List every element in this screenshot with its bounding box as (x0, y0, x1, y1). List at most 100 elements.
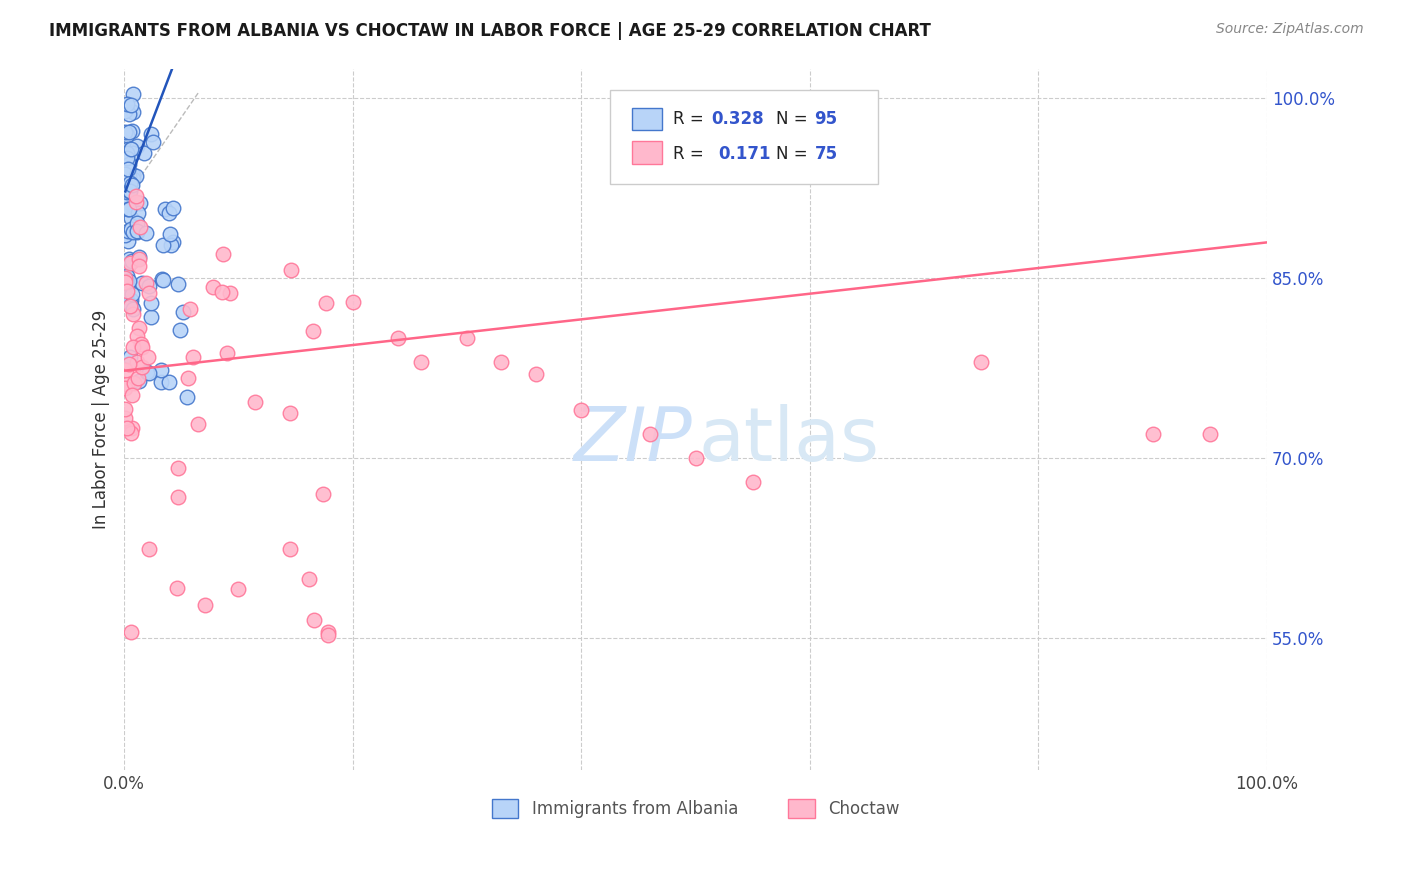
Text: 75: 75 (814, 145, 838, 163)
Point (115, 421, 138, 435)
Point (114, 401, 136, 416)
Point (122, 87, 145, 101)
Point (120, 142, 142, 156)
Point (142, 135, 165, 149)
Point (125, 189, 148, 203)
Point (122, 168, 145, 182)
Point (117, 202, 139, 217)
Point (638, 427, 661, 442)
Point (117, 260, 139, 274)
Point (302, 324, 325, 338)
Point (162, 202, 184, 216)
Point (127, 371, 149, 385)
Point (117, 146, 139, 161)
Point (211, 247, 233, 261)
Point (129, 337, 152, 351)
Point (121, 421, 143, 435)
Point (141, 128, 163, 142)
Point (187, 417, 209, 432)
Point (138, 541, 160, 556)
Point (115, 175, 138, 189)
Point (120, 98, 142, 112)
Point (121, 301, 143, 316)
Point (118, 194, 141, 209)
Point (166, 490, 188, 504)
Point (298, 572, 321, 586)
Point (121, 198, 143, 212)
Point (115, 269, 138, 284)
Point (114, 411, 136, 425)
Point (118, 157, 141, 171)
Point (342, 295, 364, 310)
Point (120, 222, 142, 236)
Point (114, 227, 136, 242)
Point (169, 322, 191, 336)
Point (149, 363, 172, 377)
Point (117, 274, 139, 288)
Point (114, 381, 136, 395)
FancyBboxPatch shape (610, 89, 879, 185)
Point (524, 368, 547, 382)
Point (128, 259, 150, 273)
Point (121, 286, 143, 301)
Point (118, 202, 141, 216)
Point (456, 331, 478, 345)
Point (120, 142, 142, 156)
Text: R =: R = (672, 145, 714, 163)
Text: R =: R = (672, 110, 709, 128)
Point (131, 276, 153, 290)
Point (120, 211, 142, 225)
Point (970, 355, 993, 369)
Point (115, 128, 138, 142)
Point (226, 582, 249, 596)
Point (194, 598, 217, 612)
Point (122, 376, 145, 390)
Point (117, 234, 139, 248)
Text: ZIP: ZIP (574, 404, 692, 476)
Point (162, 235, 184, 250)
Point (120, 624, 142, 639)
Point (172, 305, 194, 319)
Point (166, 581, 188, 595)
Point (117, 170, 139, 185)
Text: N =: N = (776, 145, 813, 163)
Point (138, 285, 160, 300)
Point (211, 285, 233, 299)
Point (491, 355, 513, 369)
Point (121, 124, 143, 138)
Point (150, 272, 173, 286)
Point (114, 167, 136, 181)
Point (152, 272, 174, 286)
Point (115, 377, 138, 392)
Text: Source: ZipAtlas.com: Source: ZipAtlas.com (1216, 22, 1364, 37)
Text: 95: 95 (814, 110, 838, 128)
Point (120, 350, 142, 364)
Point (202, 280, 225, 294)
Point (138, 367, 160, 381)
Point (149, 375, 172, 389)
Point (131, 359, 153, 374)
Point (117, 223, 139, 237)
Point (135, 226, 157, 240)
Point (115, 277, 138, 291)
Point (118, 124, 141, 138)
Point (118, 252, 141, 267)
Point (132, 146, 155, 161)
Point (125, 328, 148, 343)
Point (117, 162, 139, 177)
Point (127, 216, 149, 230)
Point (219, 286, 242, 301)
Point (117, 142, 139, 156)
Point (316, 624, 339, 639)
Point (152, 238, 174, 252)
Point (167, 461, 190, 475)
Point (685, 451, 707, 466)
Point (127, 138, 149, 153)
Point (120, 299, 142, 313)
Point (215, 345, 238, 359)
Point (117, 163, 139, 178)
Point (569, 403, 592, 417)
Point (176, 370, 198, 384)
Text: IMMIGRANTS FROM ALBANIA VS CHOCTAW IN LABOR FORCE | AGE 25-29 CORRELATION CHART: IMMIGRANTS FROM ALBANIA VS CHOCTAW IN LA… (49, 22, 931, 40)
Point (316, 628, 339, 642)
